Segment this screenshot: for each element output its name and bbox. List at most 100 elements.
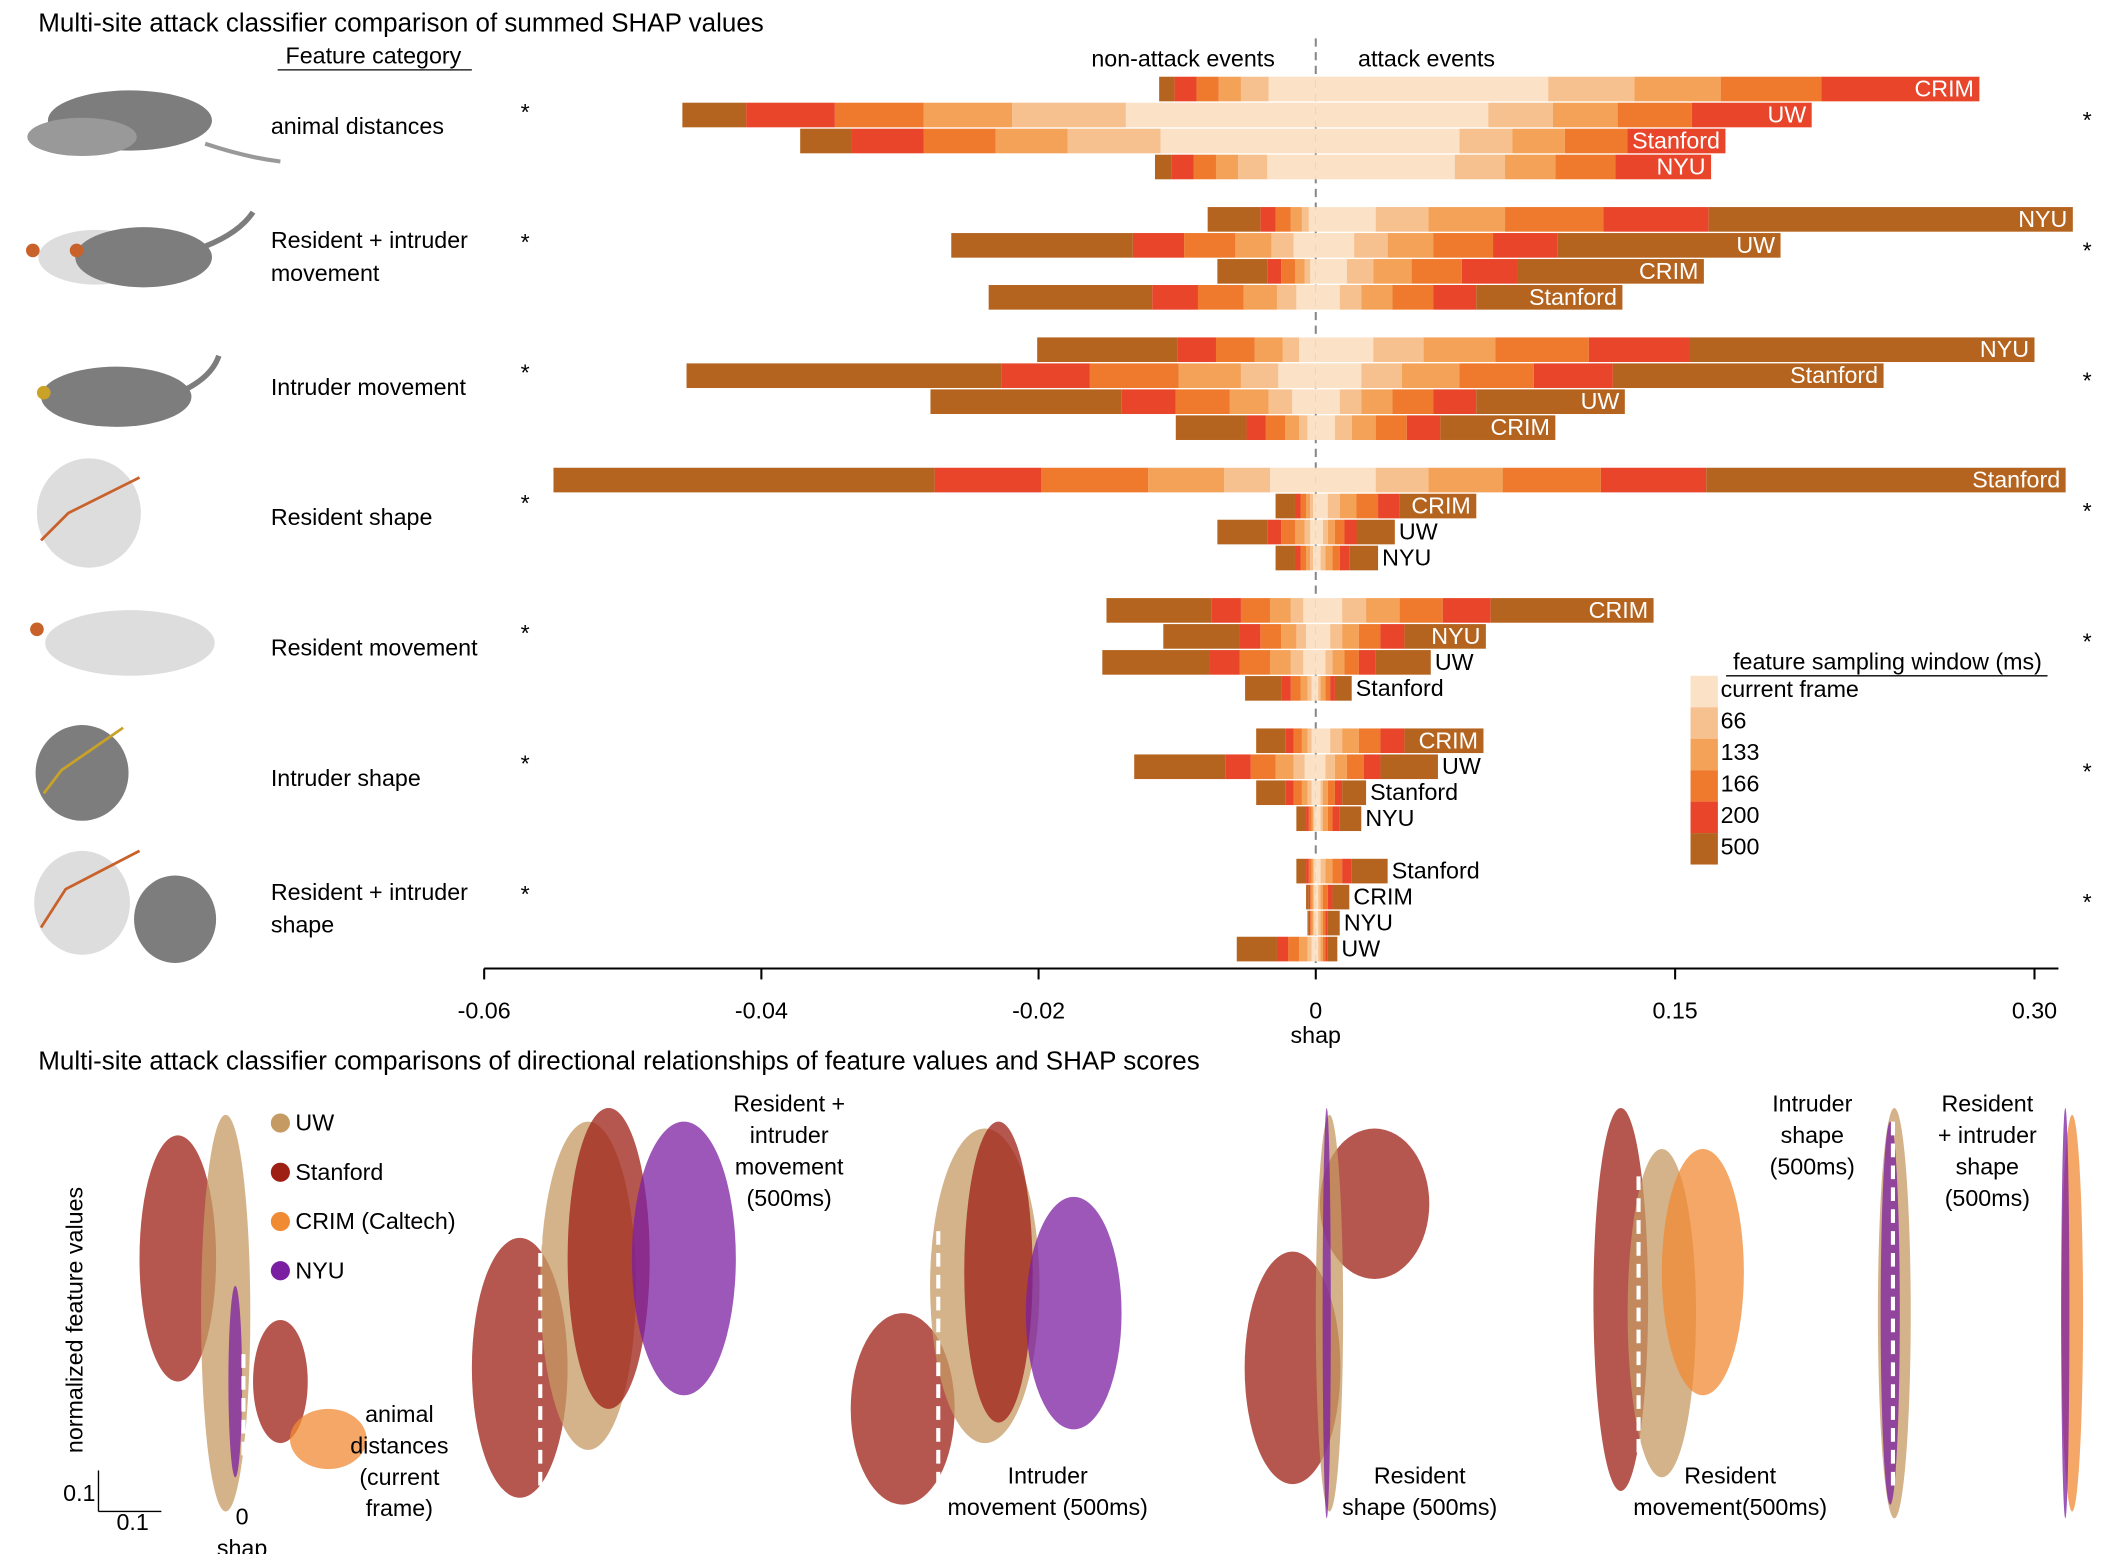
cloud	[850, 1313, 955, 1505]
bar-segment	[1315, 624, 1331, 649]
bar-segment	[1270, 467, 1316, 493]
mouse-tail	[204, 141, 281, 164]
cloud	[1661, 1149, 1744, 1396]
bar-segment	[1041, 467, 1149, 493]
bar-segment	[1218, 76, 1241, 102]
bar-segment	[1315, 389, 1340, 415]
bar-segment	[1315, 884, 1319, 910]
bar-segment	[1399, 493, 1477, 519]
zero-label: 0	[236, 1503, 249, 1529]
bar-segment	[1327, 493, 1340, 519]
keypoint	[69, 243, 84, 258]
panel-label: Resident	[1374, 1462, 1466, 1488]
significance-mark: *	[2083, 628, 2092, 654]
bar-segment	[1459, 363, 1534, 389]
bar-segment	[1306, 624, 1316, 649]
bar-segment	[1315, 154, 1455, 180]
negative-header: non-attack events	[1091, 45, 1275, 71]
bar-segment	[1461, 259, 1518, 284]
bar-segment	[1256, 728, 1286, 754]
bar-segment	[1307, 936, 1312, 962]
site-label: NYU	[1365, 805, 1414, 831]
bar-segment	[1265, 415, 1286, 440]
site-label: NYU	[1382, 545, 1431, 571]
bar-segment	[1315, 858, 1321, 884]
bar-segment	[1330, 728, 1343, 754]
site-label: CRIM	[1490, 414, 1549, 440]
cloud	[253, 1319, 308, 1444]
bar-segment	[1339, 493, 1357, 519]
panel-label: frame)	[366, 1495, 433, 1521]
x-tick-label: -0.02	[1012, 997, 1065, 1023]
bar-segment	[1327, 884, 1333, 910]
bar-segment	[1358, 728, 1381, 754]
bar-segment	[1268, 389, 1293, 415]
panel-label: intruder	[750, 1122, 829, 1148]
bar-segment	[1159, 76, 1175, 102]
site-label: CRIM	[1411, 493, 1470, 519]
bar-segment	[1306, 545, 1311, 571]
bar-segment	[1315, 337, 1374, 363]
bar-segment	[923, 102, 1013, 128]
bar-segment	[1304, 754, 1316, 780]
bar-segment	[1315, 910, 1319, 936]
bar-segment	[1320, 676, 1326, 701]
bar-segment	[1315, 128, 1460, 154]
bar-segment	[1281, 676, 1291, 701]
bar-segment	[1708, 207, 2073, 232]
bar-segment	[1361, 389, 1393, 415]
bar-segment	[1311, 780, 1316, 806]
mouse-icon	[134, 875, 217, 964]
bar-segment	[1349, 545, 1379, 571]
site-label: CRIM	[1914, 76, 1973, 102]
category-label: shape	[271, 912, 334, 938]
bar-segment	[1402, 363, 1460, 389]
bar-segment	[1235, 233, 1272, 258]
bar-segment	[1387, 233, 1434, 258]
bar-segment	[1175, 415, 1247, 440]
bar-segment	[1322, 936, 1326, 962]
bar-segment	[1351, 415, 1376, 440]
site-label: UW	[1399, 519, 1438, 545]
significance-mark: *	[521, 751, 530, 777]
bar-segment	[1440, 415, 1556, 440]
bar-segment	[1322, 806, 1328, 832]
bar-segment	[1315, 76, 1549, 102]
x-tick-label: -0.04	[735, 997, 788, 1023]
bar-segment	[1311, 910, 1313, 936]
bar-segment	[1311, 728, 1316, 754]
bar-segment	[1307, 728, 1312, 754]
bar-segment	[1282, 337, 1300, 363]
bar-segment	[1215, 337, 1255, 363]
bar-segment	[1320, 806, 1323, 832]
bar-segment	[1171, 154, 1194, 180]
bar-segment	[1311, 806, 1313, 832]
bar-segment	[1325, 676, 1331, 701]
bar-segment	[1193, 154, 1216, 180]
panel-label: Resident +	[733, 1090, 845, 1116]
bar-segment	[1312, 884, 1315, 910]
panel-label: (500ms)	[747, 1185, 832, 1211]
bar-segment	[1299, 415, 1308, 440]
bar-segment	[1121, 389, 1176, 415]
site-label: UW	[1442, 753, 1481, 779]
cloud	[631, 1121, 736, 1396]
bar-segment	[1411, 259, 1462, 284]
bar-segment	[1250, 754, 1276, 780]
bar-segment	[1229, 389, 1269, 415]
x-tick-label: -0.06	[458, 997, 511, 1023]
bar-segment	[1240, 363, 1279, 389]
bar-segment	[1314, 806, 1316, 832]
bar-segment	[1315, 102, 1489, 128]
bar-segment	[834, 102, 924, 128]
cloud	[139, 1135, 217, 1382]
bar-segment	[1296, 285, 1316, 310]
bar-segment	[1493, 233, 1558, 258]
bar-segment	[1300, 493, 1307, 519]
bar-segment	[1299, 936, 1308, 962]
site-label: UW	[1435, 649, 1474, 675]
bar-segment	[988, 285, 1153, 310]
bar-segment	[1089, 363, 1179, 389]
significance-mark: *	[521, 229, 530, 255]
